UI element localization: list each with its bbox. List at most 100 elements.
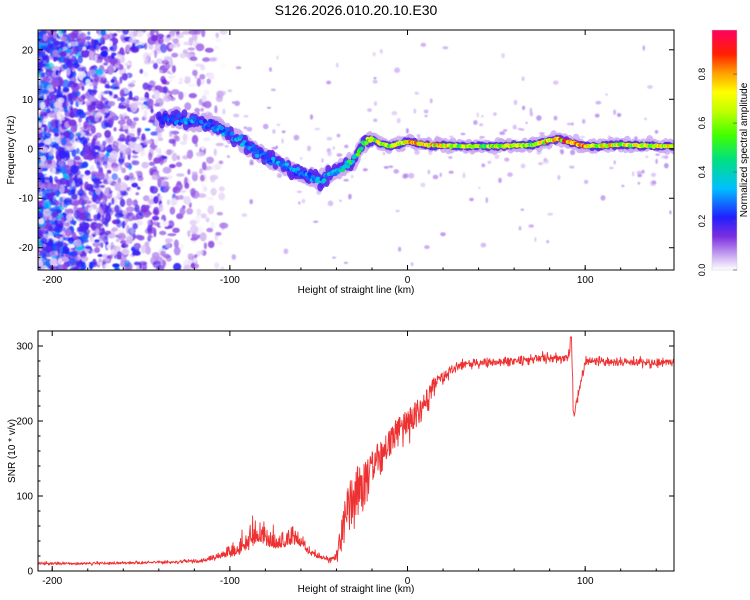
noise-blob — [215, 162, 222, 170]
noise-blob — [53, 31, 57, 39]
noise-speck — [473, 120, 478, 125]
noise-speck — [332, 256, 336, 259]
noise-blob — [183, 264, 191, 270]
noise-blob — [202, 96, 207, 102]
noise-blob — [133, 243, 141, 250]
noise-blob — [143, 211, 153, 216]
noise-blob — [139, 180, 144, 187]
noise-blob — [194, 107, 201, 113]
noise-speck — [521, 76, 525, 82]
noise-speck — [410, 262, 414, 267]
noise-speck — [664, 163, 669, 169]
noise-blob — [183, 41, 191, 46]
noise-blob — [91, 141, 95, 150]
noise-blob — [97, 212, 101, 221]
noise-blob — [41, 55, 48, 61]
noise-blob — [62, 87, 70, 93]
noise-blob — [110, 79, 115, 83]
x-tick-label: -100 — [220, 576, 240, 587]
noise-speck — [379, 49, 383, 54]
noise-blob — [136, 264, 140, 270]
noise-blob — [85, 155, 95, 161]
noise-blob — [109, 58, 118, 65]
noise-blob — [159, 195, 163, 200]
noise-speck — [650, 172, 657, 177]
noise-blob — [111, 173, 118, 181]
noise-blob — [57, 116, 65, 121]
noise-blob — [92, 134, 98, 142]
noise-blob — [74, 239, 82, 248]
noise-speck — [336, 62, 339, 68]
noise-blob — [102, 264, 111, 268]
noise-blob — [148, 119, 154, 123]
noise-blob — [131, 155, 139, 159]
noise-blob — [169, 78, 173, 84]
noise-blob — [117, 97, 121, 102]
noise-blob — [98, 152, 104, 158]
noise-speck — [405, 128, 409, 134]
noise-blob — [144, 42, 148, 50]
noise-blob — [115, 238, 120, 243]
noise-blob — [119, 76, 123, 84]
noise-blob — [107, 162, 113, 170]
noise-blob — [136, 220, 143, 226]
noise-blob — [117, 119, 126, 125]
noise-speck — [498, 177, 502, 183]
noise-blob — [84, 200, 92, 205]
noise-blob — [88, 115, 95, 121]
noise-blob — [53, 101, 63, 108]
noise-blob — [144, 128, 151, 132]
noise-blob — [108, 144, 112, 148]
noise-blob — [94, 195, 101, 205]
noise-blob — [43, 76, 51, 83]
noise-blob — [76, 261, 85, 268]
noise-blob — [147, 224, 152, 234]
noise-blob — [99, 242, 104, 249]
colorbar-tick-label: 0.6 — [697, 117, 707, 130]
noise-blob — [144, 241, 150, 248]
noise-blob — [170, 130, 180, 135]
noise-speck — [520, 208, 525, 211]
noise-blob — [191, 33, 198, 42]
spectrogram-y-label: Frequency (Hz) — [6, 116, 17, 185]
noise-blob — [97, 254, 103, 257]
noise-blob — [173, 239, 179, 249]
ridge-core — [254, 153, 260, 158]
ridge-core — [177, 121, 183, 126]
noise-speck — [413, 108, 417, 114]
noise-blob — [93, 217, 98, 222]
noise-blob — [153, 90, 160, 100]
noise-blob — [92, 242, 101, 247]
noise-blob — [44, 176, 50, 181]
noise-blob — [123, 115, 130, 120]
noise-blob — [89, 234, 93, 241]
ridge-core — [176, 113, 181, 118]
ridge-core — [671, 144, 674, 149]
noise-blob — [150, 131, 159, 136]
noise-blob — [128, 172, 134, 180]
noise-blob — [135, 30, 144, 38]
noise-blob — [41, 196, 49, 201]
noise-blob — [64, 228, 72, 237]
noise-blob — [159, 156, 164, 166]
noise-blob — [122, 248, 130, 255]
noise-blob — [72, 71, 77, 78]
noise-blob — [188, 30, 197, 35]
noise-blob — [119, 144, 128, 154]
noise-blob — [175, 33, 184, 39]
noise-speck — [641, 169, 645, 174]
noise-blob — [131, 182, 138, 188]
noise-speck — [485, 197, 489, 204]
noise-blob — [46, 217, 50, 226]
noise-blob — [157, 33, 165, 39]
noise-blob — [131, 160, 140, 166]
noise-blob — [89, 165, 95, 173]
x-tick-label: 100 — [577, 576, 594, 587]
noise-blob — [68, 119, 77, 127]
noise-speck — [632, 171, 635, 177]
noise-blob — [133, 30, 138, 37]
noise-blob — [82, 233, 89, 240]
noise-blob — [132, 250, 141, 256]
noise-speck — [276, 173, 283, 178]
